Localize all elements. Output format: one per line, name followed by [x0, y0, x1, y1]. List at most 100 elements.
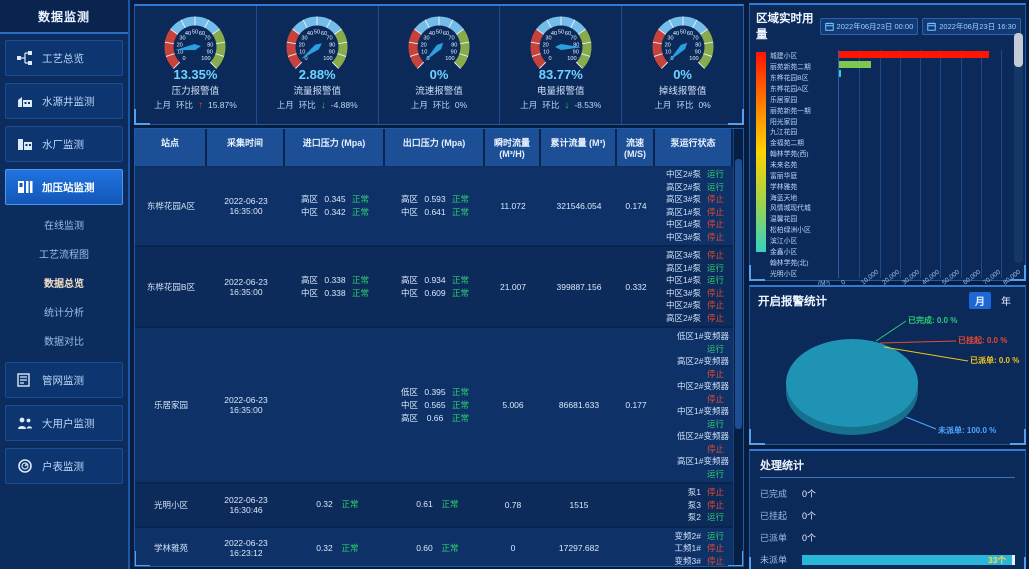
- value-gradient-legend: [756, 52, 766, 252]
- pressure-value: 0.345: [324, 193, 346, 204]
- pump-state: 停止: [707, 555, 725, 566]
- sidebar-item-label: 大用户监测: [42, 417, 95, 430]
- bar-category: 阳光家园: [770, 118, 798, 126]
- sidebar-subitem-4[interactable]: 数据对比: [44, 337, 84, 348]
- process-stat-已完成: 已完成 0个: [760, 487, 1015, 500]
- outlet-pressure: 高区 0.593 正常 中区 0.641 正常: [385, 191, 485, 221]
- sidebar-subitem-0[interactable]: 在线监测: [44, 221, 84, 232]
- sidebar-item-1[interactable]: 水源井监测: [5, 83, 123, 119]
- sidebar: 数据监测 工艺总览 水源井监测 水厂监测 加压站监测 在线监测 工艺流程图 数据总览 统计分析…: [0, 0, 130, 569]
- pressure-value: 0.641: [424, 206, 446, 217]
- station-name: 东桦花园B区: [146, 281, 196, 292]
- usage-scrollbar-thumb[interactable]: [1014, 33, 1023, 67]
- calendar-icon: [824, 21, 834, 31]
- toggle-year-button[interactable]: 年: [1001, 297, 1011, 308]
- svg-text:50: 50: [679, 29, 685, 35]
- pie-label-已挂起: 已挂起: 0.0 %: [958, 336, 1008, 345]
- sidebar-item-2[interactable]: 水厂监测: [5, 126, 123, 162]
- sidebar-item-0[interactable]: 工艺总览: [5, 40, 123, 76]
- gridline: [879, 50, 881, 278]
- pump-state: 停止: [707, 219, 725, 229]
- gauge-trend-label: 环比: [676, 100, 694, 110]
- sidebar-submenu: 在线监测工艺流程图数据总览统计分析数据对比: [5, 210, 123, 355]
- gauge-trend-value: 0%: [454, 100, 468, 110]
- bar-category: 翰林学苑(西): [770, 151, 809, 159]
- gridline: [980, 50, 982, 278]
- bar-丽苑新苑二期: [839, 60, 872, 68]
- status-normal: 正常: [452, 274, 470, 285]
- toggle-month-button[interactable]: 月: [969, 292, 991, 309]
- gridline: [920, 50, 921, 278]
- table-header-cell: 累计流量 (M³): [541, 129, 617, 166]
- table-row-2[interactable]: 乐居家园 2022-06-23 16:35:00 低区 0.395 正常 中区 0.565 正常…: [135, 328, 733, 484]
- sidebar-item-3[interactable]: 加压站监测: [5, 169, 123, 205]
- sidebar-subitem-1[interactable]: 工艺流程图: [39, 250, 89, 261]
- pump-state: 停止: [707, 250, 725, 260]
- date-from-picker[interactable]: 2022年06月23日 00:00: [819, 17, 919, 35]
- process-stat-label: 已完成: [760, 489, 788, 499]
- pie-slice-unassigned: [786, 339, 918, 427]
- gauge-3: 0 10 20 30 40 50 60 70 80 90 100 83.77% 电量报警值 上月 环比 ↓ -8…: [500, 6, 623, 124]
- usage-scrollbar[interactable]: [1014, 33, 1023, 263]
- svg-text:80: 80: [329, 42, 335, 48]
- gauge-trend-label: 环比: [175, 100, 193, 110]
- table-scrollbar-thumb[interactable]: [735, 159, 742, 429]
- process-overview-icon: [14, 49, 36, 67]
- sidebar-item-6[interactable]: 户表监测: [5, 448, 123, 484]
- table-row-4[interactable]: 学林雅苑 2022-06-23 16:23:12 0.32 正常 0.60 正常 0 17297…: [135, 527, 733, 566]
- pump-status-line: 变频2# 运行: [656, 530, 729, 543]
- process-stat-value: 0个: [802, 489, 817, 499]
- svg-text:0: 0: [183, 56, 186, 62]
- pump-name: 工频1#: [674, 543, 701, 553]
- pump-status-line: 中区2#泵 运行: [656, 168, 729, 181]
- sidebar-item-5[interactable]: 大用户监测: [5, 405, 123, 441]
- pie-leader-lines: [875, 320, 969, 430]
- date-to-picker[interactable]: 2022年06月23日 16:30: [922, 17, 1021, 35]
- bar-category: 金鑫小区: [770, 248, 798, 256]
- collect-time: 2022-06-23 16:35:00: [224, 195, 268, 216]
- process-stat-未派单: 未派单 33个: [760, 553, 1015, 566]
- station-name: 乐居家园: [153, 400, 188, 410]
- zone-label: 中区: [400, 399, 418, 410]
- sidebar-subitem-3[interactable]: 统计分析: [44, 308, 84, 319]
- table-row-1[interactable]: 东桦花园B区 2022-06-23 16:35:00 高区 0.338 正常 中区 0.338…: [135, 247, 733, 328]
- bar-category: 滨江小区: [770, 238, 798, 246]
- svg-text:70: 70: [692, 36, 698, 42]
- gauge-1: 0 10 20 30 40 50 60 70 80 90 100 2.88% 流量报警值 上月 环比 ↓ -4.…: [257, 6, 379, 124]
- sidebar-item-4[interactable]: 管网监测: [5, 362, 123, 398]
- gauge-period: 上月: [276, 100, 294, 110]
- table-row-3[interactable]: 光明小区 2022-06-23 16:30:46 0.32 正常 0.61 正常 0.78 15…: [135, 484, 733, 528]
- gauge-label: 流量报警值: [293, 86, 341, 97]
- svg-text:90: 90: [451, 50, 457, 56]
- svg-text:50: 50: [436, 29, 442, 35]
- pump-name: 中区2#泵: [666, 300, 701, 310]
- sidebar-subitem-2[interactable]: 数据总览: [44, 279, 84, 290]
- pump-status-line: 中区3#泵 停止: [656, 287, 729, 300]
- table-scrollbar[interactable]: [733, 129, 743, 566]
- pressure-value: 0.593: [424, 193, 446, 204]
- sidebar-item-label: 管网监测: [42, 374, 84, 387]
- pump-state: 停止: [707, 206, 725, 217]
- svg-text:60: 60: [321, 31, 327, 37]
- gauges-panel: 0 10 20 30 40 50 60 70 80 90 100 13.35% 压力报警值 上月 环比 ↑ 15…: [134, 4, 744, 125]
- pump-state: 停止: [707, 487, 725, 497]
- axis-unit: (M³): [818, 280, 830, 287]
- instant-flow: 0.78: [504, 499, 522, 510]
- table-row-0[interactable]: 东桦花园A区 2022-06-23 16:35:00 高区 0.345 正常 中区 0.342…: [135, 166, 733, 247]
- pressure-value: 0.609: [424, 287, 446, 298]
- pump-status-line: 高区2#泵 运行: [656, 181, 729, 194]
- date-from-value: 2022年06月23日 00:00: [836, 21, 914, 31]
- process-stat-bar-value: 33个: [988, 554, 1006, 565]
- process-stat-value: 0个: [802, 533, 817, 543]
- flow-speed: 0.177: [625, 400, 647, 410]
- table-header-cell: 流速 (M/S): [617, 129, 655, 166]
- outlet-pressure: 低区 0.395 正常 中区 0.565 正常 高区 0.66 正常: [385, 384, 485, 427]
- pressure-value: 0.60: [416, 542, 433, 553]
- arrow-up-icon: ↑: [197, 99, 203, 111]
- sidebar-item-label: 水厂监测: [42, 138, 84, 151]
- pie-label-已派单: 已派单: 0.0 %: [970, 356, 1020, 365]
- pump-state: 运行: [707, 418, 725, 429]
- pump-status-line: 高区1#变频器 运行: [656, 455, 729, 480]
